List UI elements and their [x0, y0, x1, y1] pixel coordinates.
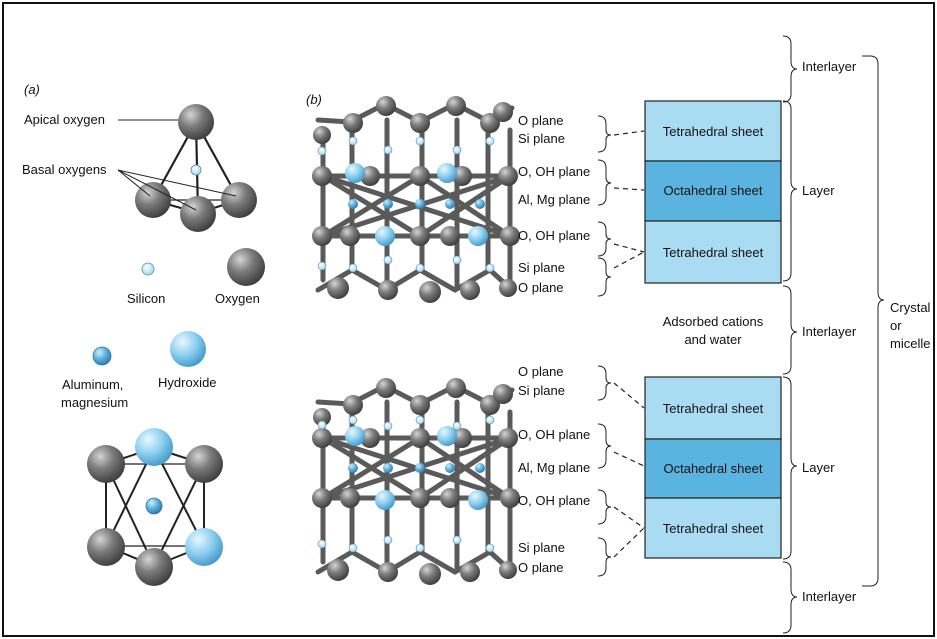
upper-plane-labels: O plane Si plane O, OH plane Al, Mg plan…	[518, 113, 590, 295]
interlayer-label: Interlayer	[802, 59, 857, 74]
lower-oxygen-atoms	[312, 378, 520, 585]
layer-label: Layer	[802, 183, 835, 198]
right-braces	[782, 35, 885, 634]
lower-plane-labels: O plane Si plane O, OH plane Al, Mg plan…	[518, 364, 590, 575]
hydroxide-atom	[185, 528, 223, 566]
plane-label: Si plane	[518, 540, 565, 555]
interlayer-label: Interlayer	[802, 589, 857, 604]
plane-label: O plane	[518, 280, 564, 295]
plane-label: O, OH plane	[518, 228, 590, 243]
oxygen-legend-label: Oxygen	[215, 291, 260, 306]
apical-oxygen-atom	[178, 104, 214, 140]
plane-braces	[597, 115, 612, 577]
oxygen-legend-icon	[227, 248, 265, 286]
tetrahedral-sheet-block	[644, 220, 782, 284]
panel-b: (b)	[306, 35, 931, 634]
tetrahedral-sheet-block	[644, 100, 782, 162]
tetrahedral-sheet-block	[644, 376, 782, 440]
aluminum-legend-label-2: magnesium	[61, 395, 128, 410]
sheet-connectors	[613, 130, 645, 558]
tetrahedral-sheet-block	[644, 497, 782, 559]
sheet-label: Octahedral sheet	[663, 183, 762, 198]
sheet-label: Octahedral sheet	[663, 461, 762, 476]
lower-sheet-stack: Tetrahedral sheet Octahedral sheet Tetra…	[644, 376, 782, 559]
upper-silicon-atoms	[317, 136, 495, 273]
basal-oxygens-leaders	[117, 169, 237, 211]
plane-label: Si plane	[518, 131, 565, 146]
sheet-label: Tetrahedral sheet	[663, 521, 764, 536]
plane-label: Al, Mg plane	[518, 192, 590, 207]
silicon-legend-icon	[141, 262, 155, 276]
panel-a: (a) Apical oxygen Basal oxygens Silicon …	[22, 82, 265, 586]
layer-label: Layer	[802, 460, 835, 475]
oxygen-atom	[135, 548, 173, 586]
lower-layer-lattice	[312, 378, 520, 585]
upper-layer-lattice	[312, 96, 520, 303]
panel-a-label: (a)	[24, 82, 40, 97]
hydroxide-legend-label: Hydroxide	[158, 375, 217, 390]
plane-label: O, OH plane	[518, 493, 590, 508]
sheet-label: Tetrahedral sheet	[663, 124, 764, 139]
silicon-center-atom	[190, 164, 202, 176]
octahedral-cation-atom	[145, 497, 163, 515]
oxygen-atom	[185, 445, 223, 483]
basal-oxygens-label: Basal oxygens	[22, 162, 107, 177]
lower-cation-atoms	[348, 463, 485, 473]
crystal-or-label: or	[890, 318, 902, 333]
oxygen-atom	[87, 528, 125, 566]
hydroxide-legend-icon	[170, 331, 206, 367]
crystal-label: Crystal	[890, 300, 931, 315]
sheet-label: Tetrahedral sheet	[663, 245, 764, 260]
apical-oxygen-label: Apical oxygen	[24, 112, 105, 127]
octahedral-sheet-block	[644, 160, 782, 222]
upper-oxygen-atoms	[312, 96, 520, 303]
plane-label: O, OH plane	[518, 164, 590, 179]
basal-oxygen-atom	[221, 182, 257, 218]
lower-hydroxide-atoms	[345, 426, 488, 510]
right-side-labels: Interlayer Layer Interlayer Layer Interl…	[802, 59, 931, 604]
upper-cation-atoms	[348, 199, 485, 209]
aluminum-legend-icon	[92, 346, 112, 366]
plane-label: O plane	[518, 364, 564, 379]
adsorbed-cations-label: Adsorbed cations	[663, 314, 764, 329]
aluminum-legend-label-1: Aluminum,	[62, 377, 123, 392]
hydroxide-atom	[135, 428, 173, 466]
plane-label: O plane	[518, 113, 564, 128]
silicon-legend-label: Silicon	[127, 291, 165, 306]
plane-label: Si plane	[518, 383, 565, 398]
plane-label: Si plane	[518, 260, 565, 275]
micelle-label: micelle	[890, 336, 930, 351]
plane-label: O, OH plane	[518, 427, 590, 442]
sheet-label: Tetrahedral sheet	[663, 401, 764, 416]
upper-hydroxide-atoms	[345, 163, 488, 246]
adsorbed-water-label: and water	[684, 332, 742, 347]
oxygen-atom	[87, 445, 125, 483]
basal-oxygen-atom	[180, 196, 216, 232]
panel-b-label: (b)	[306, 92, 322, 107]
plane-label: O plane	[518, 560, 564, 575]
upper-sheet-stack: Tetrahedral sheet Octahedral sheet Tetra…	[644, 100, 782, 284]
plane-label: Al, Mg plane	[518, 460, 590, 475]
lower-silicon-atoms	[317, 415, 495, 553]
interlayer-label: Interlayer	[802, 324, 857, 339]
